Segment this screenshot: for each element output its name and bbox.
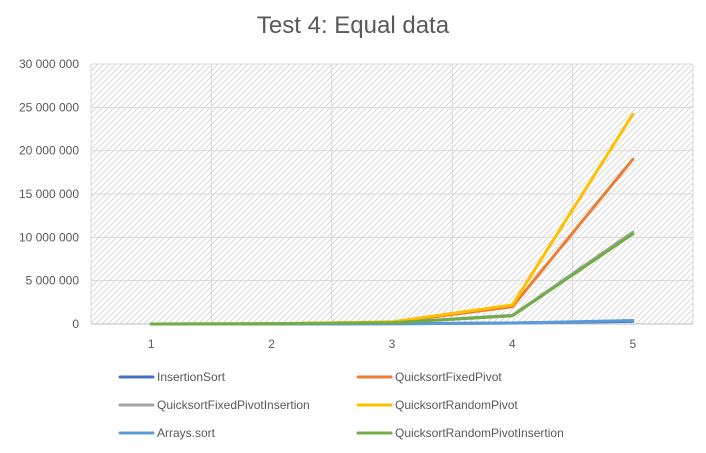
x-tick-label: 5	[629, 337, 636, 351]
y-tick-label: 10 000 000	[19, 230, 79, 244]
legend: InsertionSort QuicksortFixedPivot Quicksor…	[118, 370, 564, 440]
legend-label: Arrays.sort	[157, 426, 216, 440]
y-tick-label: 30 000 000	[19, 57, 79, 71]
series-line	[149, 232, 635, 326]
x-tick-label: 1	[148, 337, 155, 351]
x-tick-label: 3	[389, 337, 396, 351]
legend-label: QuicksortRandomPivot	[395, 398, 518, 412]
y-tick-label: 25 000 000	[19, 100, 79, 114]
legend-label: QuicksortFixedPivotInsertion	[157, 398, 310, 412]
legend-label: QuicksortRandomPivotInsertion	[395, 426, 564, 440]
y-tick-label: 20 000 000	[19, 144, 79, 158]
y-tick-label: 5 000 000	[26, 274, 80, 288]
plot-area: 0 5 000 000 10 000 000 15 000 000 20 000 000…	[19, 57, 694, 351]
legend-label: InsertionSort	[157, 370, 226, 384]
x-tick-label: 2	[268, 337, 275, 351]
legend-label: QuicksortFixedPivot	[395, 370, 502, 384]
x-tick-label: 4	[509, 337, 516, 351]
y-tick-label: 15 000 000	[19, 187, 79, 201]
chart-title: Test 4: Equal data	[256, 12, 450, 39]
y-tick-label: 0	[72, 317, 79, 331]
